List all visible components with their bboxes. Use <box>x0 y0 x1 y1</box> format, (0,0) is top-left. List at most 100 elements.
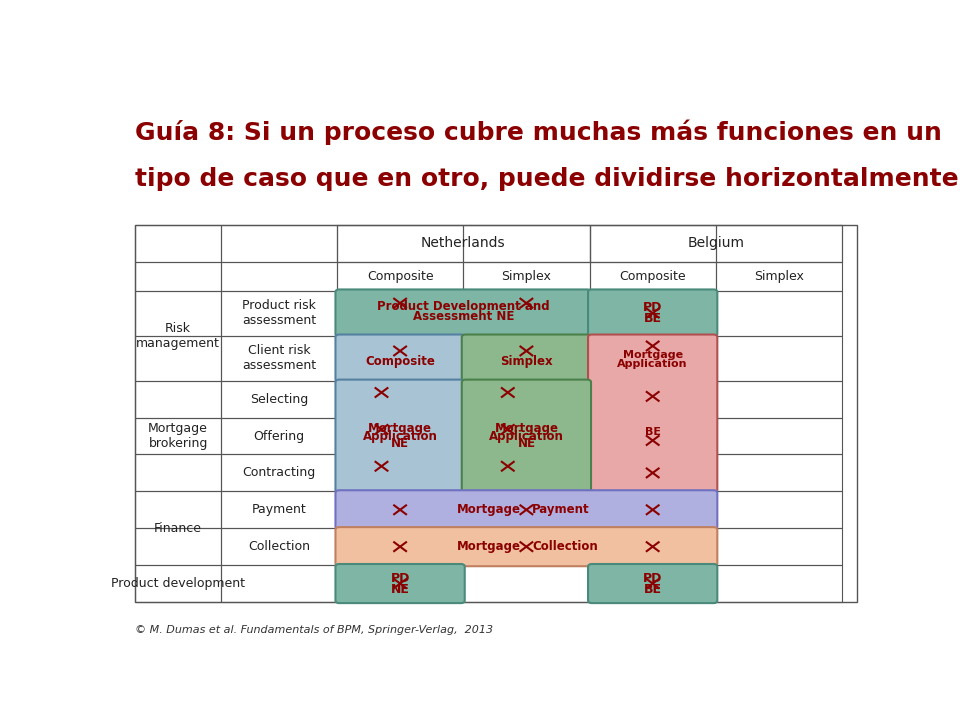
Bar <box>464 336 589 381</box>
Text: tipo de caso que en otro, puede dividirse horizontalmente: tipo de caso que en otro, puede dividirs… <box>134 167 958 191</box>
Text: Composite: Composite <box>619 270 686 283</box>
Bar <box>222 225 337 262</box>
Text: Client risk
assessment: Client risk assessment <box>242 344 316 372</box>
FancyBboxPatch shape <box>335 379 465 492</box>
Bar <box>716 336 842 381</box>
Text: Collection: Collection <box>533 540 598 553</box>
Bar <box>716 528 842 565</box>
Text: Simplex: Simplex <box>754 270 804 283</box>
Bar <box>134 565 222 602</box>
Bar <box>337 381 464 418</box>
Text: Selecting: Selecting <box>251 392 308 405</box>
FancyBboxPatch shape <box>588 335 717 492</box>
Bar <box>589 336 716 381</box>
Bar <box>337 565 464 602</box>
Bar <box>464 381 589 418</box>
Bar <box>716 418 842 454</box>
Text: NE: NE <box>391 582 410 595</box>
Bar <box>716 491 842 528</box>
Text: Product development: Product development <box>111 577 245 590</box>
Text: PD: PD <box>391 572 410 585</box>
Text: Mortgage: Mortgage <box>494 423 559 436</box>
Text: Composite: Composite <box>365 355 435 368</box>
Bar <box>464 418 589 454</box>
Bar <box>222 262 337 291</box>
Text: NE: NE <box>517 437 536 450</box>
Bar <box>134 491 222 528</box>
FancyBboxPatch shape <box>335 289 591 337</box>
Text: Mortgage: Mortgage <box>456 540 520 553</box>
Bar <box>337 225 589 262</box>
Text: NE: NE <box>391 437 409 450</box>
Bar <box>337 454 464 491</box>
Bar <box>464 528 589 565</box>
Bar <box>464 491 589 528</box>
Text: Product risk
assessment: Product risk assessment <box>242 299 316 327</box>
FancyBboxPatch shape <box>462 379 591 492</box>
Text: Collection: Collection <box>249 540 310 553</box>
Bar <box>222 291 337 336</box>
Bar <box>716 225 842 262</box>
Text: © M. Dumas et al. Fundamentals of BPM, Springer-Verlag,  2013: © M. Dumas et al. Fundamentals of BPM, S… <box>134 625 493 635</box>
Bar <box>589 491 716 528</box>
Bar <box>337 291 464 336</box>
Bar <box>589 418 716 454</box>
Bar <box>134 225 222 262</box>
Bar <box>134 528 222 565</box>
Text: Belgium: Belgium <box>687 236 744 251</box>
Bar <box>134 381 222 418</box>
Text: Application: Application <box>363 430 438 443</box>
Text: Simplex: Simplex <box>500 355 553 368</box>
Bar <box>464 225 589 262</box>
FancyBboxPatch shape <box>588 289 717 337</box>
Text: PD: PD <box>643 572 662 585</box>
Text: Composite: Composite <box>367 270 433 283</box>
Bar <box>589 454 716 491</box>
Bar <box>134 336 222 381</box>
Text: PD: PD <box>643 301 662 314</box>
FancyBboxPatch shape <box>335 527 717 566</box>
Bar <box>337 418 464 454</box>
Text: BE: BE <box>645 426 660 436</box>
Bar <box>337 528 464 565</box>
Bar <box>716 381 842 418</box>
Bar <box>222 336 337 381</box>
Bar <box>134 418 222 454</box>
Text: Payment: Payment <box>252 503 306 516</box>
Text: Guía 8: Si un proceso cubre muchas más funciones en un: Guía 8: Si un proceso cubre muchas más f… <box>134 120 942 145</box>
Bar <box>464 291 589 336</box>
Bar <box>337 336 464 381</box>
Text: Application: Application <box>617 359 688 369</box>
FancyBboxPatch shape <box>588 564 717 603</box>
Bar <box>222 491 337 528</box>
Bar <box>589 225 842 262</box>
Bar <box>337 262 464 291</box>
Bar <box>222 454 337 491</box>
Text: Offering: Offering <box>253 430 304 443</box>
Bar <box>464 454 589 491</box>
Bar <box>134 454 222 491</box>
FancyBboxPatch shape <box>335 564 465 603</box>
Text: Finance: Finance <box>155 522 203 535</box>
Text: Simplex: Simplex <box>501 270 551 283</box>
Bar <box>589 381 716 418</box>
Bar <box>464 565 589 602</box>
Text: BE: BE <box>644 582 661 595</box>
Text: Mortgage: Mortgage <box>456 503 520 516</box>
Bar <box>716 291 842 336</box>
Text: Product Development and: Product Development and <box>377 300 549 313</box>
Text: Mortgage: Mortgage <box>368 423 432 436</box>
Bar <box>464 262 589 291</box>
Bar <box>589 291 716 336</box>
Bar <box>134 262 222 291</box>
Bar <box>222 381 337 418</box>
Bar <box>589 225 716 262</box>
Bar <box>716 565 842 602</box>
Bar <box>716 262 842 291</box>
FancyBboxPatch shape <box>335 335 465 382</box>
Text: Mortgage: Mortgage <box>623 351 683 361</box>
Bar <box>222 565 337 602</box>
Text: Risk
management: Risk management <box>136 322 220 350</box>
Bar <box>716 454 842 491</box>
Bar <box>589 262 716 291</box>
